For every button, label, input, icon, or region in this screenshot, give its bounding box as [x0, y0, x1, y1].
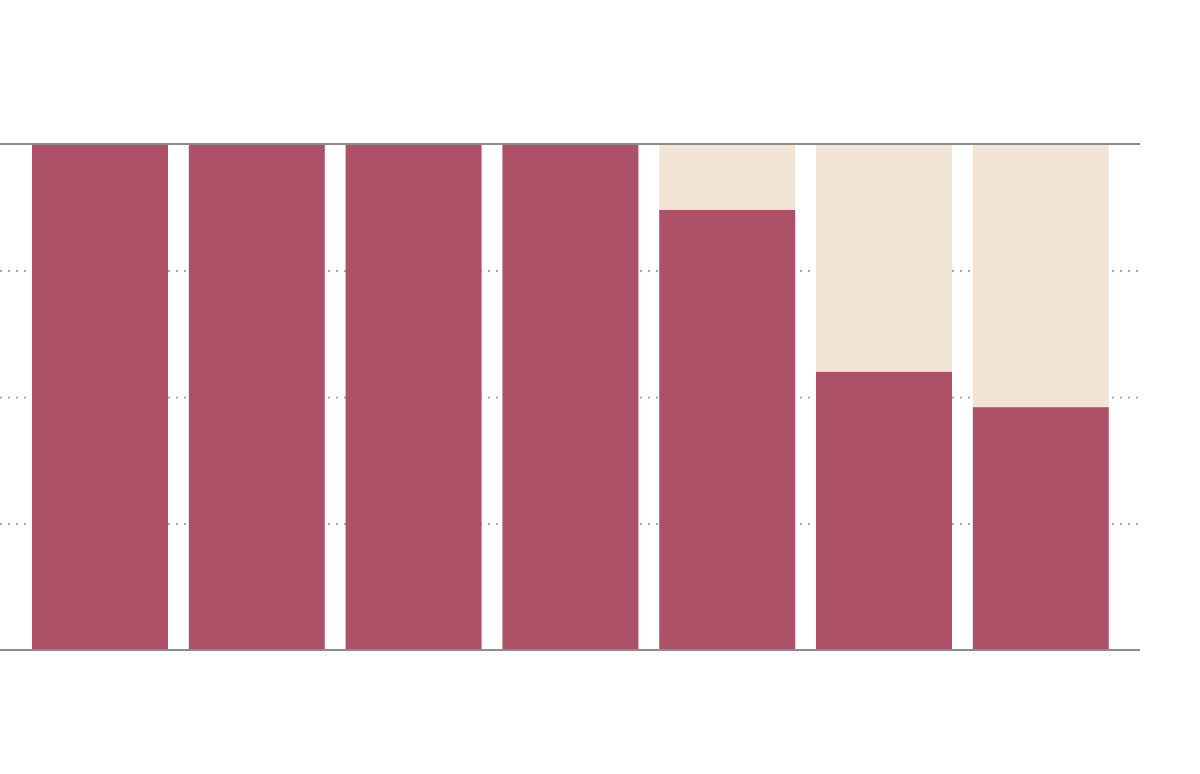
bar-4-segment-1 — [502, 144, 639, 650]
bar-6-segment-1 — [816, 371, 952, 650]
bars — [32, 144, 1109, 650]
bar-5-segment-2 — [659, 144, 796, 210]
bar-1-segment-1 — [32, 144, 168, 650]
bar-3-segment-1 — [345, 144, 482, 650]
axes — [0, 143, 1140, 651]
bar-2-segment-1 — [188, 144, 325, 650]
bar-5-segment-1 — [659, 209, 796, 650]
bar-7-segment-1 — [972, 407, 1109, 650]
bar-6-segment-2 — [816, 144, 952, 372]
bar-7-segment-2 — [972, 144, 1109, 408]
